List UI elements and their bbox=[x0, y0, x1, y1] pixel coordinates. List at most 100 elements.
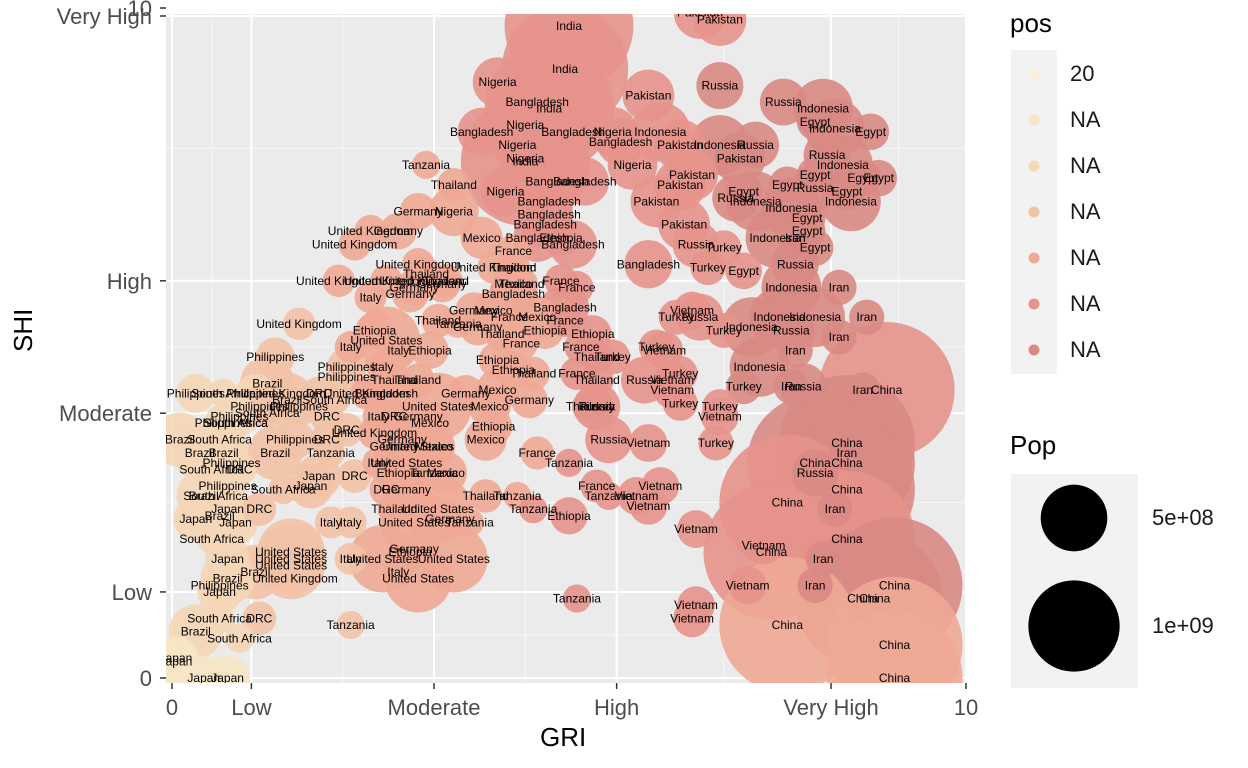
bubble-point bbox=[457, 107, 506, 156]
country-label: Vietnam bbox=[670, 611, 714, 625]
country-label: India bbox=[552, 62, 578, 76]
country-label: Indonesia bbox=[789, 310, 841, 324]
bubble-point bbox=[320, 385, 350, 415]
bubble-point bbox=[316, 438, 345, 468]
bubble-point bbox=[706, 312, 742, 348]
bubble-point bbox=[777, 332, 813, 368]
country-label: Thailand bbox=[574, 373, 620, 387]
country-label: Brazil bbox=[181, 625, 211, 639]
country-label: DRC bbox=[226, 462, 252, 476]
country-label: Egypt bbox=[800, 168, 831, 182]
country-label: Indonesia bbox=[765, 280, 817, 294]
country-label: Bangladesh bbox=[553, 175, 616, 189]
bubble-point bbox=[732, 121, 780, 169]
country-label: Tanzania bbox=[410, 466, 458, 480]
country-label: France bbox=[491, 310, 529, 324]
bubble-point bbox=[480, 166, 531, 217]
country-label: Tanzania bbox=[493, 489, 541, 503]
country-label: France bbox=[542, 274, 580, 288]
bubble-point bbox=[777, 220, 813, 256]
country-label: United Kingdom bbox=[344, 274, 429, 288]
bubble-point bbox=[200, 565, 240, 605]
legend-pop-label: 1e+09 bbox=[1152, 613, 1214, 638]
country-label: Bangladesh bbox=[513, 218, 576, 232]
country-label: United States bbox=[255, 545, 327, 559]
country-label: Ethiopia bbox=[472, 419, 516, 433]
country-label: United States bbox=[382, 572, 454, 586]
country-label: Philippines bbox=[191, 578, 249, 592]
bubble-point bbox=[222, 452, 257, 487]
country-label: South Africa bbox=[302, 393, 367, 407]
bubble-point bbox=[362, 446, 395, 479]
country-label: Vietnam bbox=[626, 436, 670, 450]
bubble-point bbox=[204, 603, 235, 634]
country-label: Bangladesh bbox=[541, 125, 604, 139]
bubble-point bbox=[791, 449, 839, 497]
country-label: Bangladesh bbox=[506, 95, 569, 109]
legend-pos-key bbox=[1028, 160, 1040, 172]
country-label: Italy bbox=[371, 360, 393, 374]
country-label: China bbox=[879, 578, 911, 592]
country-label: United States bbox=[350, 333, 422, 347]
country-label: Mexico bbox=[411, 416, 449, 430]
country-label: Italy bbox=[340, 552, 362, 566]
bubble-point bbox=[769, 166, 806, 204]
country-label: Philippines bbox=[195, 416, 253, 430]
bubble-point bbox=[337, 459, 372, 493]
country-label: South Africa bbox=[179, 532, 244, 546]
country-label: France bbox=[578, 479, 616, 493]
country-label: United States bbox=[255, 552, 327, 566]
legend-pos-title: pos bbox=[1010, 8, 1052, 38]
bubble-point bbox=[728, 566, 767, 605]
country-label: Bangladesh bbox=[482, 287, 545, 301]
bubble-point bbox=[401, 363, 435, 397]
bubble-point bbox=[629, 424, 668, 462]
country-label: Russia bbox=[797, 466, 834, 480]
country-label: Tanzania bbox=[446, 515, 494, 529]
bubble-point bbox=[622, 69, 675, 122]
legend-pop-key bbox=[1040, 484, 1108, 552]
country-label: Mexico bbox=[518, 310, 556, 324]
bubble-point bbox=[366, 350, 399, 383]
country-label: Mexico bbox=[471, 400, 509, 414]
country-label: South Africa bbox=[235, 406, 300, 420]
country-label: United States bbox=[402, 400, 474, 414]
country-label: Turkey bbox=[595, 350, 631, 364]
bubble-point bbox=[242, 492, 277, 527]
country-label: Russia bbox=[773, 323, 810, 337]
bubble-point bbox=[437, 168, 471, 202]
bubble-point bbox=[379, 212, 417, 250]
bubble-point bbox=[362, 400, 395, 433]
country-label: Turkey bbox=[726, 380, 762, 394]
country-label: Italy bbox=[367, 456, 389, 470]
country-label: China bbox=[831, 532, 863, 546]
country-label: Germany bbox=[389, 280, 438, 294]
legend-pos-label: NA bbox=[1070, 199, 1101, 224]
country-label: Brazil bbox=[205, 509, 235, 523]
x-axis-title: GRI bbox=[540, 722, 587, 752]
bubble-point bbox=[338, 228, 371, 261]
bubble-point bbox=[852, 113, 890, 151]
country-label: India bbox=[512, 155, 538, 169]
country-label: Iran bbox=[785, 231, 806, 245]
bubble-point bbox=[520, 436, 554, 470]
country-label: Nigeria bbox=[435, 204, 473, 218]
bubble-point bbox=[204, 424, 235, 455]
country-label: Russia bbox=[765, 95, 802, 109]
country-label: Indonesia bbox=[749, 231, 801, 245]
country-label: Iran bbox=[825, 502, 846, 516]
country-label: Indonesia bbox=[726, 320, 778, 334]
country-label: DRC bbox=[314, 410, 340, 424]
bubble-point bbox=[377, 492, 412, 526]
legend-pos-label: NA bbox=[1070, 291, 1101, 316]
country-label: Germany bbox=[386, 287, 435, 301]
country-label: DRC bbox=[334, 423, 360, 437]
country-label: Thailand bbox=[566, 400, 612, 414]
country-label: Philippines bbox=[226, 386, 284, 400]
country-label: United Kingdom bbox=[328, 224, 413, 238]
country-label: Vietnam bbox=[674, 522, 718, 536]
bubble-point bbox=[278, 562, 312, 595]
country-label: Pakistan bbox=[657, 138, 703, 152]
x-tick-label: 0 bbox=[166, 695, 178, 720]
country-label: Germany bbox=[505, 393, 554, 407]
